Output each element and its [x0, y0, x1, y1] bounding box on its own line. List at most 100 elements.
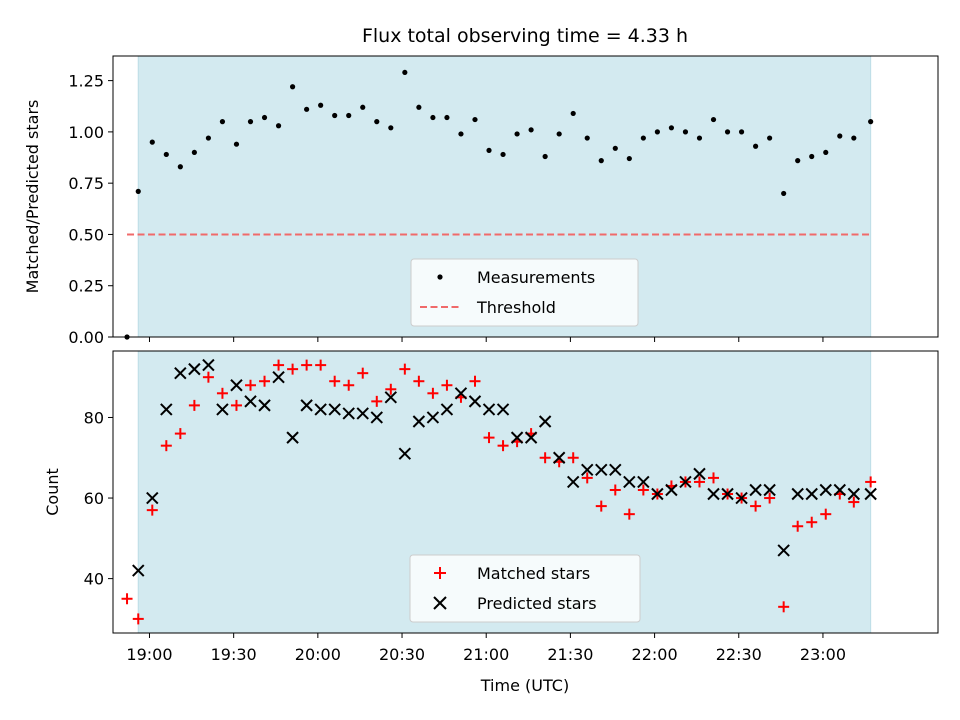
y-tick-label: 0.75	[68, 174, 104, 193]
matched-stars-point	[132, 613, 144, 625]
matched-stars-point	[865, 476, 877, 488]
matched-stars-point	[287, 363, 299, 375]
predicted-stars-point	[566, 475, 580, 489]
matched-stars-point	[595, 500, 607, 512]
predicted-stars-point	[524, 431, 538, 444]
measurement-point	[360, 104, 366, 110]
measurement-point	[346, 112, 352, 119]
measurement-point	[500, 151, 506, 158]
predicted-stars-point	[777, 544, 790, 557]
y-axis-ticks-top: 0.00 0.25 0.50 0.75 1.00 1.25	[68, 72, 113, 347]
matched-stars-point	[259, 375, 271, 387]
predicted-stars-point	[749, 483, 762, 497]
measurement-point	[261, 114, 268, 121]
predicted-stars-point	[693, 467, 706, 481]
predicted-stars-point	[847, 487, 861, 501]
predicted-stars-point	[314, 403, 327, 416]
measurement-point	[135, 188, 141, 194]
predicted-stars-point	[342, 407, 355, 420]
y-axis-title-top: Matched/Predicted stars	[23, 100, 42, 294]
measurement-point	[556, 131, 562, 137]
y-axis-ticks-bottom: 40 60 80	[84, 408, 113, 589]
matched-stars-point	[230, 399, 242, 411]
measurement-point	[318, 102, 324, 108]
predicted-stars-point	[552, 451, 566, 464]
y-tick-label: 0.25	[68, 277, 104, 296]
predicted-stars-point	[146, 491, 159, 505]
predicted-stars-point	[132, 564, 145, 577]
matched-stars-point	[329, 375, 341, 387]
measurement-point	[416, 104, 422, 110]
measurement-point	[332, 112, 338, 119]
predicted-stars-point	[819, 483, 832, 497]
measurement-point	[696, 135, 703, 141]
x-tick-label: 21:30	[547, 645, 593, 664]
matched-stars-point	[188, 399, 200, 411]
measurement-point	[682, 129, 689, 135]
matched-stars-point	[441, 379, 453, 391]
predicted-stars-point	[202, 358, 215, 372]
measurement-point	[233, 141, 240, 147]
measurement-point	[781, 190, 787, 197]
measurement-point	[668, 125, 675, 131]
predicted-stars-point	[188, 362, 201, 376]
measurement-point	[472, 116, 478, 123]
predicted-stars-point	[651, 487, 664, 501]
predicted-stars-point	[454, 387, 468, 400]
x-tick-label: 23:00	[800, 645, 846, 664]
predicted-stars-point	[637, 475, 650, 489]
legend-measurements-label: Measurements	[477, 268, 595, 287]
measurement-point	[374, 119, 380, 125]
measurement-point	[191, 149, 197, 156]
predicted-stars-point	[833, 483, 846, 497]
predicted-stars-point	[468, 395, 482, 408]
measurement-point	[514, 131, 520, 137]
matched-stars-point	[581, 472, 593, 484]
predicted-stars-point	[328, 403, 341, 416]
legend-predicted-label: Predicted stars	[477, 594, 597, 613]
matched-stars-point	[820, 508, 832, 520]
matched-stars-point	[469, 375, 481, 387]
predicted-stars-point	[538, 415, 552, 428]
predicted-stars-point	[160, 403, 173, 416]
y-axis-title-bottom: Count	[43, 468, 62, 516]
panel-ratio: 0.00 0.25 0.50 0.75 1.00 1.25 Matched/Predict…	[23, 55, 939, 347]
matched-stars-point	[623, 508, 635, 520]
y-tick-label: 80	[84, 408, 104, 427]
measurement-point	[851, 135, 857, 141]
predicted-stars-point	[230, 379, 243, 392]
predicted-stars-point	[595, 463, 608, 477]
predicted-stars-point	[581, 463, 594, 477]
matched-stars-point	[708, 472, 720, 484]
legend-measurements-marker	[437, 274, 443, 280]
measurement-point	[823, 149, 829, 156]
predicted-stars-point	[426, 411, 440, 424]
matched-stars-point	[497, 440, 509, 452]
measurement-point	[612, 145, 618, 151]
predicted-stars-point	[763, 483, 776, 497]
measurement-point	[486, 147, 492, 153]
y-tick-label: 1.00	[68, 123, 104, 142]
measurement-point	[626, 155, 632, 162]
predicted-stars-point	[665, 483, 678, 497]
matched-stars-point	[693, 476, 705, 488]
measurement-point	[767, 135, 773, 141]
y-tick-label: 0.00	[68, 328, 104, 347]
matched-stars-point	[750, 500, 762, 512]
matched-stars-point	[146, 504, 158, 516]
measurement-point	[149, 139, 155, 145]
matched-stars-point	[315, 359, 327, 371]
x-tick-label: 21:00	[463, 645, 509, 664]
x-axis-ticks-top	[148, 337, 824, 342]
matched-stars-point	[245, 379, 256, 391]
predicted-stars-point	[510, 431, 524, 444]
measurement-point	[430, 114, 436, 121]
measurement-point	[528, 127, 534, 133]
chart-title: Flux total observing time = 4.33 h	[362, 25, 688, 47]
matched-stars-point	[567, 452, 579, 464]
x-tick-label: 22:00	[632, 645, 678, 664]
matched-stars-point	[792, 520, 804, 532]
predicted-stars-point	[216, 403, 229, 416]
y-tick-label: 40	[84, 570, 104, 589]
